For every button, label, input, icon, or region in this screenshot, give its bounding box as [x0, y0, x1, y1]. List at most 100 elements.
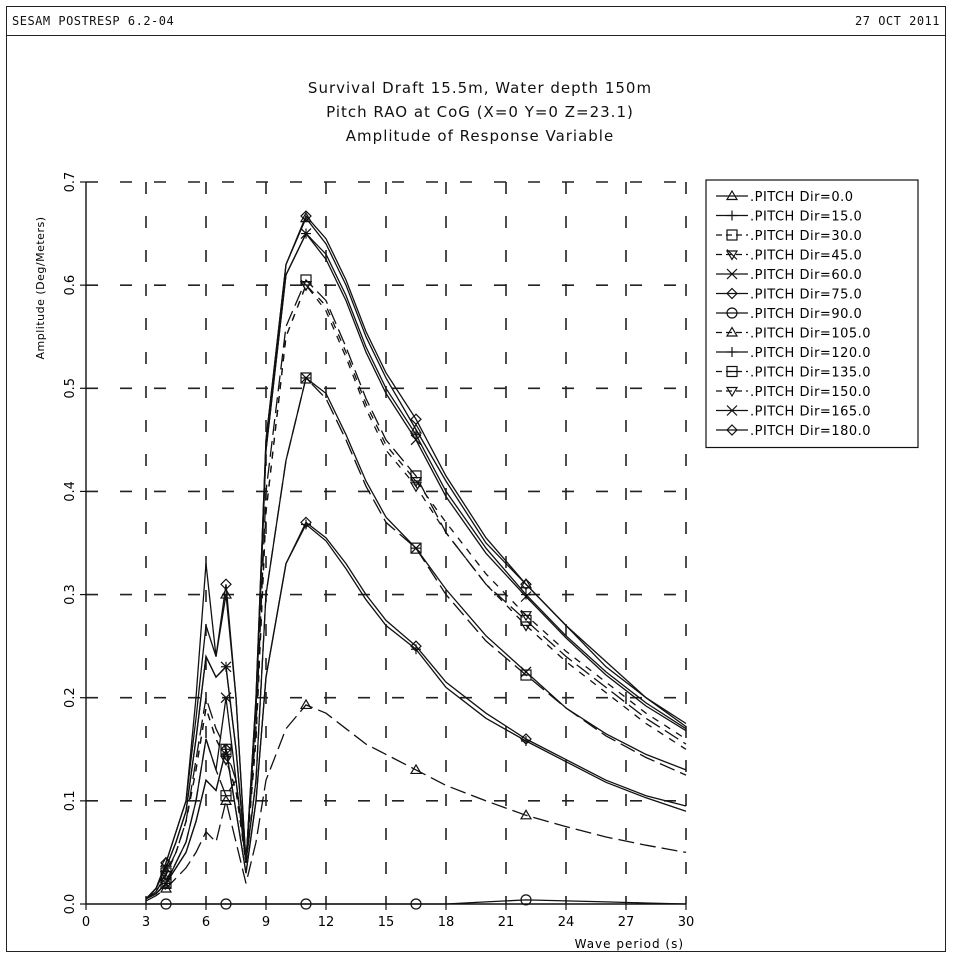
data-point: [410, 898, 422, 910]
data-point: [299, 281, 313, 292]
x-tick-label: 3: [142, 915, 150, 930]
marker-diamond: [520, 578, 532, 591]
x-tick-label: 6: [202, 915, 210, 930]
data-point: [520, 894, 532, 906]
data-point: [410, 434, 422, 446]
legend-marker: [726, 307, 738, 319]
data-point: [300, 228, 312, 239]
y-tick-label: 0.4: [63, 481, 78, 502]
marker-x-b: [220, 661, 232, 673]
data-point: [220, 578, 232, 591]
marker-diamond: [220, 743, 232, 756]
x-tick-label: 0: [82, 915, 90, 930]
marker-circle: [300, 898, 312, 910]
y-tick-label: 0.1: [63, 791, 78, 812]
marker-diamond: [220, 578, 232, 591]
data-point: [160, 898, 172, 910]
legend-marker: [725, 189, 739, 201]
y-axis-label: Amplitude (Deg/Meters): [34, 217, 47, 360]
tick-labels: 0 3 6 9 12 15 18 21 24 27 30 0.0 0.1 0.2 0.3 0.4 0.5 0.6 0…: [63, 172, 694, 930]
axes: [80, 181, 687, 910]
data-point: [219, 755, 233, 766]
marker-x-b: [520, 591, 532, 603]
chart-subtitle-1: Pitch RAO at CoG (X=0 Y=0 Z=23.1): [326, 103, 634, 121]
legend-marker: [726, 424, 738, 436]
x-tick-label: 15: [378, 915, 395, 930]
y-tick-label: 0.2: [63, 687, 78, 708]
legend-label: .PITCH Dir=60.0: [750, 268, 862, 283]
marker-circle: [520, 894, 532, 906]
legend-label: .PITCH Dir=180.0: [750, 424, 871, 439]
series-line: [146, 899, 687, 905]
marker-x-b: [726, 268, 738, 280]
data-point: [160, 877, 172, 889]
data-point: [520, 669, 532, 681]
marker-triangle: [299, 698, 313, 710]
series-line: [145, 232, 687, 900]
marker-x-b: [220, 692, 232, 704]
series-line: [145, 376, 687, 900]
y-tick-label: 0.3: [63, 584, 78, 605]
program-name: SESAM POSTRESP 6.2-04: [12, 14, 175, 28]
legend-label: .PITCH Dir=150.0: [750, 385, 871, 400]
marker-down-triangle: [409, 477, 423, 488]
y-tick-label: 0.6: [63, 275, 78, 296]
data-point: [301, 519, 311, 530]
marker-down-triangle: [725, 250, 739, 261]
data-point: [519, 609, 533, 622]
y-tick-label: 0.5: [63, 378, 78, 399]
legend-box: [705, 179, 919, 449]
series-line: [145, 232, 687, 900]
series-line: [145, 523, 687, 900]
data-point: [220, 661, 232, 673]
data-point: [299, 698, 313, 710]
data-point: [521, 589, 531, 600]
data-point: [221, 744, 231, 755]
legend-marker: [726, 268, 738, 280]
x-tick-label: 9: [262, 915, 270, 930]
marker-square: [726, 229, 738, 241]
legend-label: .PITCH Dir=135.0: [750, 366, 871, 381]
data-point: [411, 644, 421, 655]
data-point: [219, 588, 233, 599]
x-tick-label: 30: [678, 915, 695, 930]
series-line: [145, 283, 687, 900]
legend-label: .PITCH Dir=105.0: [750, 327, 871, 342]
data-point: [410, 413, 422, 426]
legend: .PITCH Dir=0.0 .PITCH Dir=15.0 .PITCH Dir=…: [705, 179, 919, 449]
marker-slash: [520, 609, 532, 621]
marker-x-b: [410, 434, 422, 446]
marker-diamond: [726, 424, 738, 436]
data-point: [300, 210, 312, 222]
marker-down-triangle: [409, 482, 423, 493]
x-tick-label: 12: [318, 915, 335, 930]
data-point: [220, 743, 232, 756]
marker-slash: [726, 249, 738, 260]
marker-x-b: [726, 405, 738, 416]
marker-down-triangle: [519, 611, 533, 622]
data-point: [220, 692, 232, 704]
marker-diamond: [726, 287, 738, 300]
marker-circle: [220, 898, 232, 910]
marker-triangle: [725, 326, 739, 337]
report-date: 27 OCT 2011: [855, 14, 940, 28]
series-line: [145, 214, 687, 900]
chart-title: Survival Draft 15.5m, Water depth 150m: [307, 79, 653, 97]
plot-frame: [6, 6, 946, 952]
data-point: [411, 429, 421, 440]
y-tick-label: 0.0: [63, 894, 78, 915]
data-point: [220, 790, 232, 802]
marker-triangle: [219, 588, 233, 599]
y-tick-label: 0.7: [63, 172, 78, 193]
marker-diamond: [300, 210, 312, 222]
marker-x-b: [300, 228, 312, 239]
legend-label: .PITCH Dir=15.0: [750, 210, 862, 225]
data-point: [519, 578, 533, 589]
legend-label: .PITCH Dir=75.0: [750, 288, 862, 303]
marker-circle: [410, 898, 422, 910]
marker-down-triangle: [159, 871, 173, 882]
data-point: [520, 578, 532, 591]
marker-triangle: [409, 763, 423, 775]
data-point: [300, 372, 312, 384]
marker-circle: [726, 307, 738, 319]
